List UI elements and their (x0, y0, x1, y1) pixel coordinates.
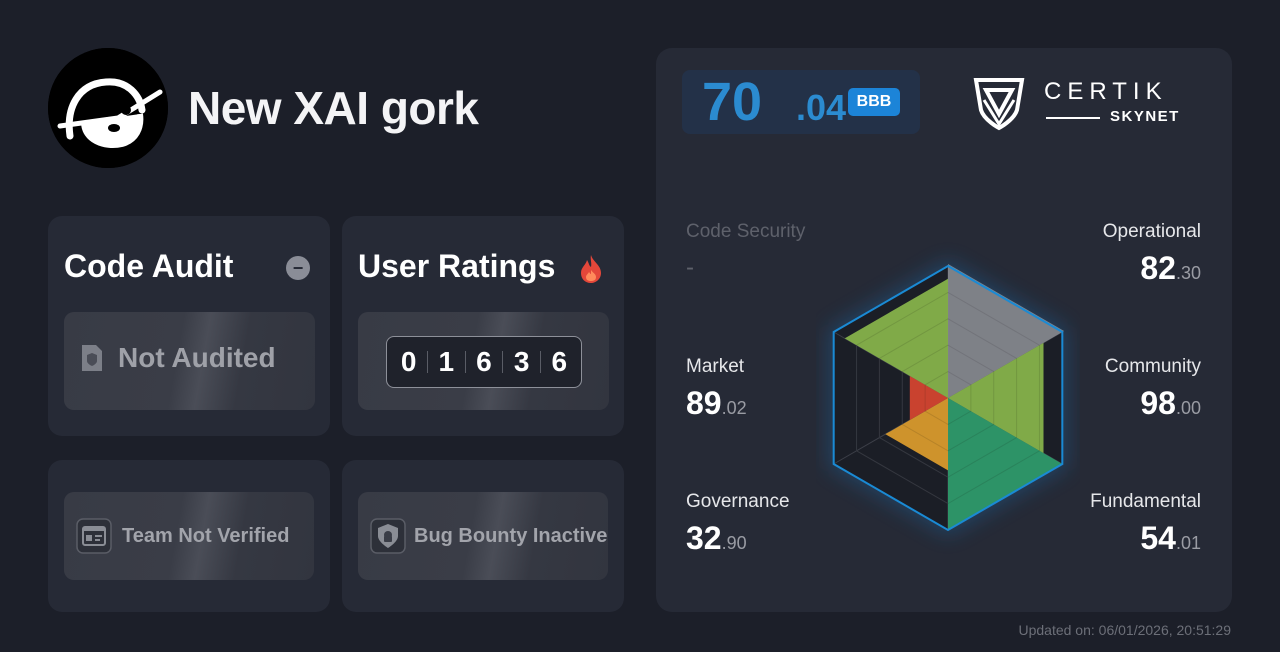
metric-fundamental: Fundamental 54.01 (1090, 490, 1201, 565)
user-ratings-title: User Ratings (358, 248, 556, 284)
score-grade-badge: BBB (848, 88, 900, 116)
code-audit-title: Code Audit (64, 248, 234, 284)
radar-outline (832, 264, 1064, 532)
team-card[interactable]: Team Not Verified (48, 460, 330, 612)
rating-counter-box: 0 1 6 3 6 (358, 312, 609, 410)
metric-label: Code Security (686, 221, 806, 242)
metric-int: 98 (1140, 385, 1176, 421)
radar-grid-spoke (833, 397, 949, 465)
project-avatar (48, 48, 168, 168)
security-score-panel: 70 .04 BBB CERTIK SKYNET Code Security -… (656, 48, 1232, 612)
score-integer: 70 (702, 72, 763, 132)
metric-governance: Governance 32.90 (686, 490, 790, 565)
metric-dec: .90 (721, 533, 747, 553)
radar-sector-operational (948, 342, 1044, 454)
bug-bounty-card[interactable]: Bug Bounty Inactive (342, 460, 624, 612)
radar-grid-overlay (856, 291, 1040, 505)
rating-counter: 0 1 6 3 6 (386, 336, 582, 388)
security-score-box: 70 .04 BBB (682, 70, 920, 134)
metric-dec: .30 (1175, 263, 1201, 283)
metric-market: Market 89.02 (686, 355, 747, 430)
document-shield-icon (82, 345, 102, 371)
brand-divider (1046, 117, 1100, 119)
radar-sector-governance (909, 375, 948, 421)
metric-label: Governance (686, 491, 790, 512)
metric-dec: .00 (1175, 398, 1201, 418)
audit-status-box: Not Audited (64, 312, 315, 410)
brand-product: SKYNET (1110, 108, 1180, 125)
metric-int: 54 (1140, 520, 1176, 556)
updated-timestamp: Updated on: 06/01/2026, 20:51:29 (1018, 622, 1231, 638)
metric-dec: .01 (1175, 533, 1201, 553)
radar-sector-fundamental (885, 398, 948, 471)
rating-digit: 1 (438, 346, 455, 377)
certik-skynet-logo: CERTIK SKYNET (972, 76, 1200, 132)
radar-grid-overlay (924, 371, 972, 425)
project-name: New XAI gork (188, 82, 479, 134)
radar-sector-community (948, 398, 1062, 530)
audit-status-label: Not Audited (118, 342, 276, 373)
radar-grid-overlay (878, 318, 1018, 478)
rating-digit: 6 (551, 346, 568, 377)
doodle-face-avatar-icon (48, 48, 168, 168)
id-card-icon (76, 518, 112, 554)
metric-value: - (686, 254, 694, 281)
score-decimal: .04 (796, 87, 847, 128)
certik-shield-icon (973, 78, 1025, 131)
rating-digit: 3 (513, 346, 530, 377)
metric-dec: .02 (721, 398, 747, 418)
rating-digit: 6 (476, 346, 492, 377)
shield-lock-icon (370, 518, 406, 554)
metric-label: Fundamental (1090, 491, 1201, 512)
metric-int: 89 (686, 385, 722, 421)
user-ratings-card[interactable]: User Ratings 0 1 6 3 6 (342, 216, 624, 436)
brand-name: CERTIK (1044, 78, 1168, 105)
bug-bounty-status-box: Bug Bounty Inactive (358, 492, 608, 580)
minus-icon: − (286, 256, 310, 280)
radar-grid-overlay (901, 344, 995, 452)
metric-int: 32 (686, 520, 722, 556)
metric-code-security: Code Security - (686, 220, 805, 288)
metric-community: Community 98.00 (1105, 355, 1201, 430)
radar-sector-market (844, 278, 948, 398)
metric-operational: Operational 82.30 (1103, 220, 1201, 295)
metric-int: 82 (1140, 250, 1176, 286)
code-audit-card[interactable]: Code Audit − Not Audited (48, 216, 330, 436)
rating-digit: 0 (400, 346, 417, 377)
metric-label: Operational (1102, 221, 1201, 242)
team-status-label: Team Not Verified (122, 524, 290, 547)
score-radar-chart (828, 260, 1068, 536)
metric-label: Community (1104, 356, 1201, 377)
bug-bounty-status-label: Bug Bounty Inactive (414, 524, 608, 547)
metric-label: Market (686, 356, 745, 377)
radar-sector-code-security (948, 264, 1065, 398)
fire-icon (581, 255, 601, 283)
team-status-box: Team Not Verified (64, 492, 314, 580)
